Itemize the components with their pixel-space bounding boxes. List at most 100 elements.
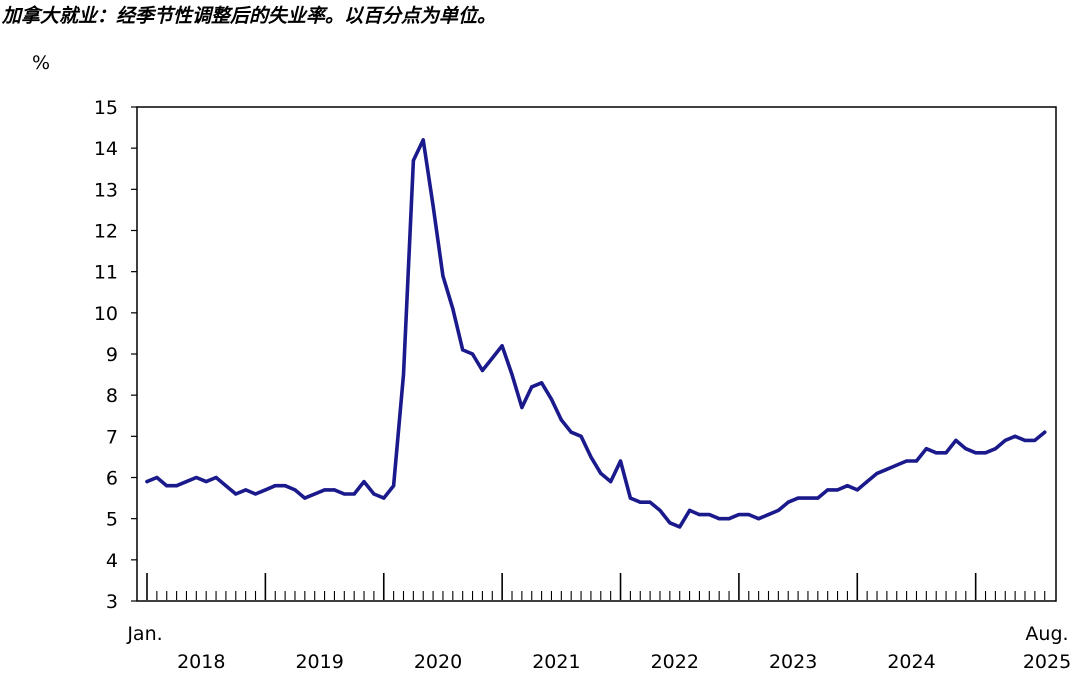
data-point — [885, 467, 889, 471]
data-point — [668, 521, 672, 525]
data-point — [175, 484, 179, 488]
data-point — [490, 356, 494, 360]
data-point — [905, 459, 909, 463]
data-point — [816, 496, 820, 500]
data-point — [372, 492, 376, 496]
data-point — [184, 480, 189, 484]
data-point — [875, 471, 879, 475]
data-point — [224, 484, 228, 488]
x-end-label: Aug. — [1025, 623, 1068, 645]
x-start-label: Jan. — [126, 623, 162, 645]
data-point — [924, 447, 928, 451]
unemployment-rate-line — [145, 138, 1047, 529]
data-point — [204, 480, 208, 484]
data-point — [253, 492, 258, 496]
data-point — [313, 492, 317, 496]
data-point — [392, 484, 396, 488]
y-tick-label: 15 — [94, 97, 118, 119]
data-point — [599, 471, 603, 475]
data-point — [332, 488, 336, 492]
x-year-label: 2023 — [769, 651, 817, 673]
data-point — [244, 488, 248, 492]
data-point — [786, 500, 790, 504]
data-point — [540, 381, 544, 385]
data-point — [520, 405, 524, 410]
y-tick-label: 4 — [106, 550, 118, 572]
data-point — [589, 455, 593, 459]
data-point — [707, 513, 711, 517]
data-point — [855, 488, 859, 492]
data-point — [234, 492, 238, 496]
data-point — [766, 513, 771, 517]
y-tick-label: 3 — [106, 591, 118, 613]
data-point — [579, 434, 583, 438]
data-point — [451, 307, 455, 311]
data-point — [323, 488, 327, 492]
data-point — [688, 508, 692, 512]
y-axis-unit-label: % — [32, 52, 50, 74]
data-point — [145, 480, 149, 484]
y-tick-label: 6 — [106, 468, 118, 490]
x-year-label: 2025 — [1023, 651, 1071, 673]
x-year-label: 2020 — [414, 651, 462, 673]
data-point — [1003, 438, 1007, 442]
data-point — [836, 488, 840, 492]
data-point — [648, 500, 652, 504]
data-point — [480, 368, 484, 373]
data-point — [283, 484, 287, 488]
data-point — [421, 138, 425, 142]
data-point — [559, 418, 563, 422]
data-point — [983, 451, 988, 455]
x-year-label: 2021 — [532, 651, 580, 673]
data-point — [165, 484, 169, 488]
y-tick-label: 8 — [106, 385, 118, 407]
data-point — [470, 352, 475, 356]
data-point — [658, 508, 662, 512]
data-point — [1023, 438, 1027, 442]
data-point — [411, 158, 415, 163]
data-point — [618, 459, 623, 463]
data-point — [569, 430, 573, 434]
data-point — [796, 496, 800, 500]
data-point — [757, 517, 761, 521]
data-point — [382, 496, 386, 500]
data-point — [678, 525, 682, 529]
data-point — [737, 513, 741, 517]
data-point — [638, 500, 642, 504]
data-point — [273, 484, 277, 488]
data-point — [954, 438, 958, 442]
data-point — [944, 451, 948, 455]
data-point — [806, 496, 810, 500]
data-point — [727, 517, 731, 521]
data-point — [1043, 430, 1047, 434]
y-tick-label: 14 — [94, 138, 118, 160]
y-tick-label: 10 — [94, 303, 118, 325]
x-year-label: 2024 — [887, 651, 935, 673]
data-point — [895, 463, 899, 467]
x-axis: 2018 2019 2020 2021 2022 2023 2024 2025 Jan. Aug. — [126, 573, 1071, 673]
data-point — [214, 475, 218, 480]
y-axis: 3 4 5 6 7 8 9 10 11 12 13 14 15 — [94, 97, 137, 613]
y-tick-label: 13 — [94, 179, 118, 201]
y-tick-label: 11 — [94, 262, 118, 284]
data-point — [865, 480, 869, 484]
data-point — [747, 513, 751, 517]
series-layer — [145, 138, 1047, 529]
data-point — [194, 475, 198, 480]
x-year-label: 2022 — [651, 651, 699, 673]
data-point — [342, 492, 346, 496]
data-point — [826, 488, 830, 492]
data-point — [776, 508, 781, 512]
data-point — [431, 204, 435, 208]
y-tick-label: 5 — [106, 509, 118, 531]
data-point — [1033, 438, 1037, 442]
data-point — [993, 447, 998, 451]
data-point — [530, 385, 534, 389]
data-point — [263, 488, 267, 492]
x-year-label: 2018 — [177, 651, 225, 673]
data-point — [934, 451, 938, 455]
data-point — [717, 517, 721, 521]
y-tick-label: 12 — [94, 221, 118, 243]
y-tick-label: 7 — [106, 426, 118, 448]
